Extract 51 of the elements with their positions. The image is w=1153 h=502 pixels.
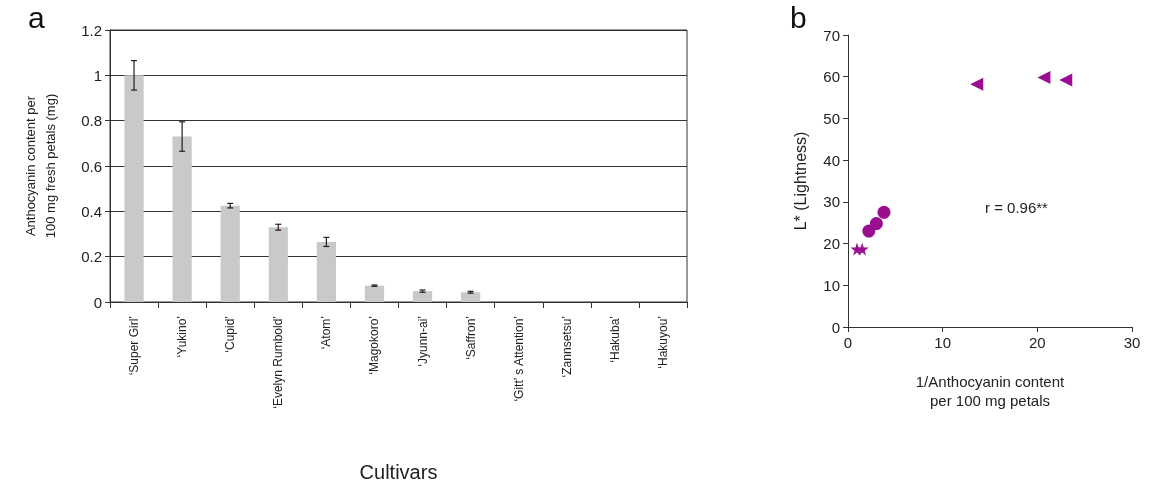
y-tick-label: 0.4 [81,202,102,220]
chart-title: b [790,0,807,34]
x-tick-label: ‘Gitt’ s Attention’ [511,316,526,402]
y-tick-label: 10 [823,276,840,294]
x-tick-label: ‘Cupid’ [223,316,238,353]
y-tick-label: 1 [93,66,102,84]
x-axis-title: 1/Anthocyanin content per 100 mg petals [915,373,1066,409]
bar [172,136,192,302]
x-tick-label: ‘Hakuyou’ [655,316,670,369]
x-tick-label: ‘Yukino’ [175,316,190,358]
y-tick-label: 0 [93,293,102,311]
x-tick-label: ‘Hakuba’ [607,316,622,363]
y-tick-label: 70 [823,26,840,44]
x-tick-label: 0 [843,334,853,351]
x-tick-label: ‘Super Girl’ [127,316,142,376]
y-tick-label: 30 [823,193,840,211]
bar [461,292,481,302]
y-tick-label: 40 [823,151,840,169]
bar [412,291,433,302]
y-tick-label: 1.2 [81,21,102,39]
point [877,205,891,219]
x-tick-label: 30 [1123,334,1141,351]
y-tick-label: 0.2 [81,248,102,266]
bar [364,285,385,302]
y-tick-label: 50 [823,109,840,127]
x-tick-label: ‘Saffron’ [463,316,478,360]
x-tick-label: ‘Magokoro’ [367,316,382,375]
y-tick-label: 20 [823,235,840,253]
point [869,217,883,231]
x-axis-title: Cultivars [359,461,438,483]
y-axis-title: Anthocyanin content per 100 mg fresh petals (mg) [22,93,58,239]
y-tick-label: 0.6 [81,157,102,175]
x-tick-label: ‘Zannsetsu’ [559,316,574,378]
point [862,224,876,238]
y-tick-label: 0.8 [81,112,102,130]
y-axis-title: L* (Lightness) [791,131,809,231]
x-tick-label: 20 [1028,334,1046,351]
point [1059,73,1073,87]
bar [316,241,336,302]
bar [124,75,144,302]
x-tick-label: ‘Atom’ [319,316,334,350]
x-tick-label: ‘Evelyn Rumbold’ [271,316,286,409]
x-tick-label: 10 [934,334,952,351]
bar [220,205,240,302]
point [970,77,984,91]
point [1037,71,1051,85]
bar [268,227,288,302]
annotation: r = 0.96** [985,199,1049,216]
x-tick-label: ‘Jyunn-ai’ [415,316,430,367]
chart-title: a [28,0,45,34]
y-tick-label: 60 [823,68,840,86]
